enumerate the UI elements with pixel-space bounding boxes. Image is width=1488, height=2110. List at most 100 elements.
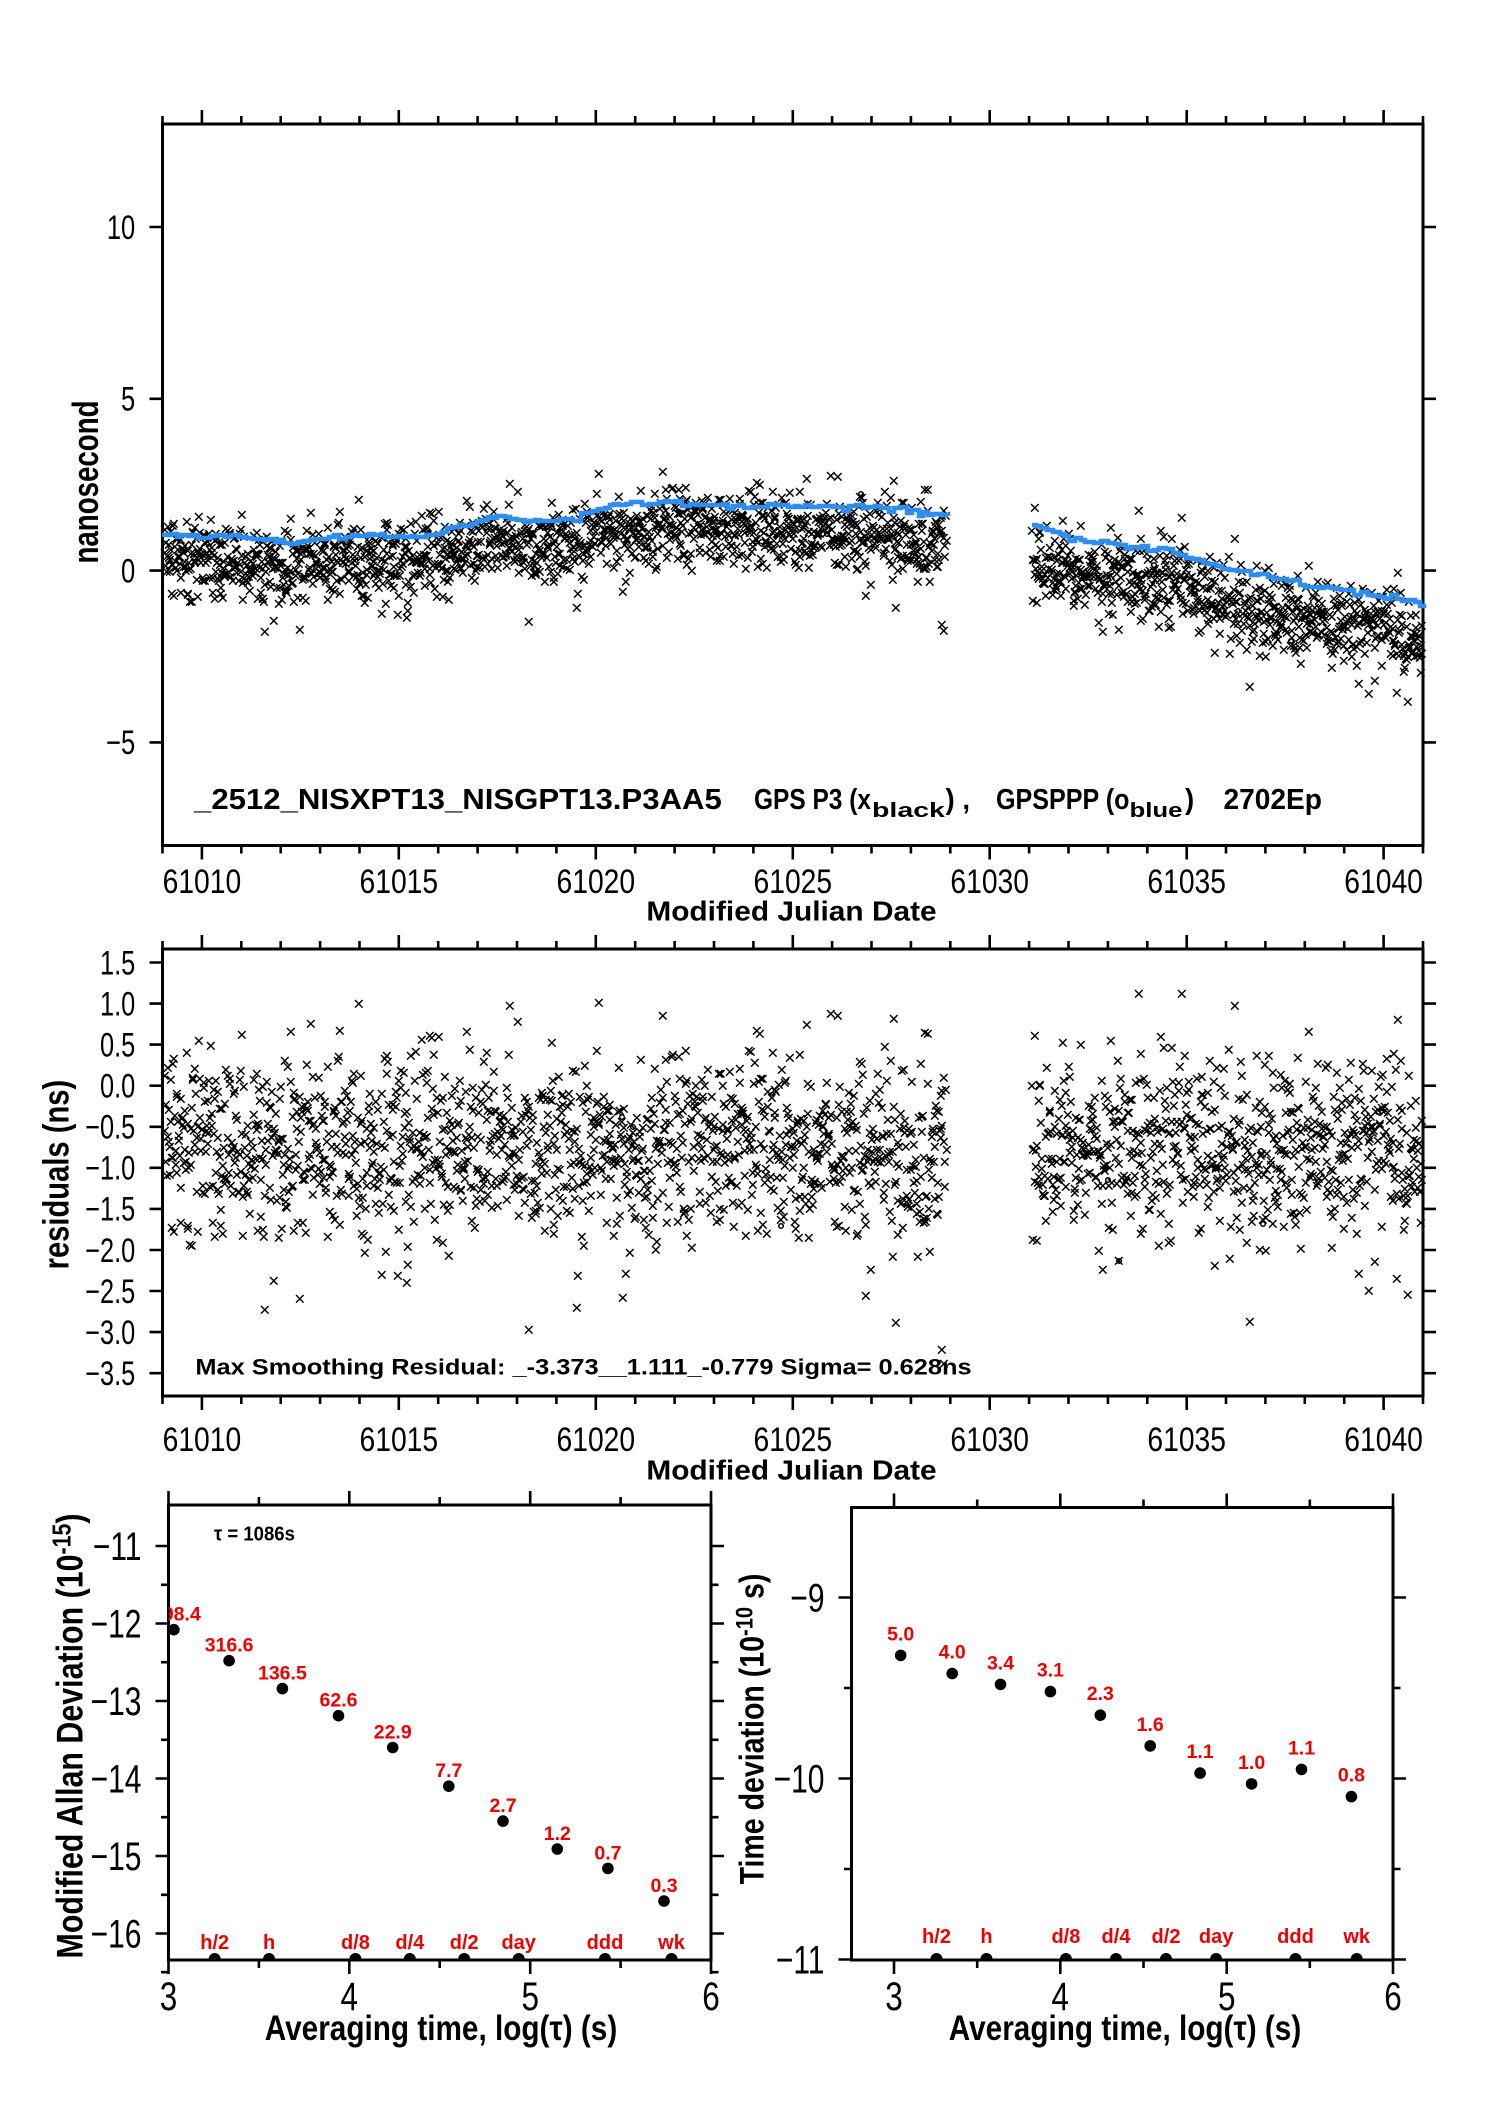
svg-text:h: h: [980, 1926, 992, 1948]
svg-text:798.4: 798.4: [152, 1604, 201, 1626]
svg-text:−9: −9: [790, 1576, 824, 1620]
svg-text:−15: −15: [91, 1835, 142, 1879]
svg-text:3: 3: [885, 1973, 903, 2019]
svg-text:1.2: 1.2: [544, 1823, 571, 1845]
svg-text:day: day: [1199, 1926, 1234, 1948]
svg-text:5.0: 5.0: [887, 1623, 914, 1645]
svg-text:61035: 61035: [1147, 863, 1226, 901]
svg-text:61020: 61020: [557, 1421, 636, 1459]
svg-text:1.0: 1.0: [1238, 1752, 1265, 1774]
svg-text:61015: 61015: [360, 1421, 439, 1459]
svg-text:−10: −10: [774, 1757, 825, 1801]
svg-text:1.1: 1.1: [1288, 1737, 1315, 1759]
svg-text:61030: 61030: [950, 863, 1029, 901]
svg-text:−3.5: −3.5: [85, 1356, 135, 1393]
svg-text:316.6: 316.6: [205, 1635, 254, 1657]
svg-text:−1.0: −1.0: [85, 1150, 135, 1187]
svg-text:2.7: 2.7: [489, 1795, 516, 1817]
svg-text:day: day: [501, 1932, 536, 1954]
svg-text:−0.5: −0.5: [85, 1109, 135, 1146]
svg-text:61040: 61040: [1344, 1421, 1423, 1459]
svg-text:Modified Julian Date: Modified Julian Date: [646, 896, 936, 927]
svg-text:black: black: [872, 800, 945, 822]
svg-text:ddd: ddd: [587, 1932, 624, 1954]
svg-text:22.9: 22.9: [374, 1722, 412, 1744]
svg-text:1.6: 1.6: [1137, 1714, 1164, 1736]
svg-text:−3.0: −3.0: [85, 1314, 135, 1351]
svg-text:0.8: 0.8: [1338, 1765, 1365, 1787]
svg-text:Modified Allan Deviation (10-1: Modified Allan Deviation (10-15): [48, 1514, 92, 1959]
svg-text:1.1: 1.1: [1187, 1741, 1214, 1763]
svg-text:−2.5: −2.5: [85, 1273, 135, 1310]
svg-text:d/4: d/4: [1102, 1926, 1132, 1948]
svg-text:4.0: 4.0: [939, 1642, 966, 1664]
svg-text:61025: 61025: [754, 863, 833, 901]
svg-text:61035: 61035: [1147, 1421, 1226, 1459]
svg-text:d/2: d/2: [1152, 1926, 1181, 1948]
svg-text:blue: blue: [1130, 799, 1183, 822]
svg-text:Averaging time, log(τ) (s): Averaging time, log(τ) (s): [265, 2009, 617, 2048]
svg-text:−16: −16: [91, 1912, 142, 1956]
svg-text:wk: wk: [1342, 1926, 1371, 1948]
svg-text:Modified Julian Date: Modified Julian Date: [646, 1455, 936, 1486]
svg-text:0.0: 0.0: [100, 1068, 135, 1105]
svg-text:wk: wk: [657, 1932, 686, 1954]
svg-text:d/2: d/2: [450, 1932, 479, 1954]
svg-text:1.5: 1.5: [100, 945, 135, 982]
svg-text:3: 3: [160, 1973, 178, 2019]
svg-text:−12: −12: [91, 1602, 142, 1646]
svg-text:d/8: d/8: [1051, 1926, 1080, 1948]
svg-text:h/2: h/2: [922, 1926, 951, 1948]
svg-text:) ,: ) ,: [946, 782, 970, 815]
svg-text:6: 6: [702, 1973, 720, 2019]
svg-text:Max Smoothing Residual: _-3.37: Max Smoothing Residual: _-3.373__1.111_-…: [195, 1355, 971, 1380]
svg-text:2.3: 2.3: [1087, 1683, 1114, 1705]
svg-text:): ): [1185, 782, 1194, 815]
svg-text:61040: 61040: [1344, 863, 1423, 901]
svg-text:−14: −14: [91, 1757, 142, 1801]
svg-text:61015: 61015: [360, 863, 439, 901]
svg-text:5: 5: [121, 381, 135, 418]
svg-text:5: 5: [521, 1973, 539, 2019]
svg-text:Time deviation (10-10 s): Time deviation (10-10 s): [731, 1574, 771, 1885]
svg-text:h: h: [263, 1932, 275, 1954]
svg-text:−13: −13: [91, 1680, 142, 1724]
svg-text:τ = 1086s: τ = 1086s: [214, 1524, 295, 1546]
svg-text:−11: −11: [93, 1525, 142, 1569]
svg-text:2702Ep: 2702Ep: [1224, 784, 1322, 816]
svg-text:d/4: d/4: [395, 1932, 425, 1954]
svg-text:−5: −5: [106, 725, 135, 762]
svg-text:GPSPPP (o: GPSPPP (o: [996, 782, 1129, 815]
svg-text:−11: −11: [776, 1938, 825, 1982]
svg-text:ddd: ddd: [1277, 1926, 1314, 1948]
svg-text:7.7: 7.7: [435, 1760, 462, 1782]
svg-text:Averaging time, log(τ) (s): Averaging time, log(τ) (s): [949, 2009, 1301, 2048]
svg-text:10: 10: [107, 209, 135, 246]
svg-text:GPS P3 (x: GPS P3 (x: [754, 783, 871, 815]
svg-text:d/8: d/8: [341, 1932, 370, 1954]
svg-text:61010: 61010: [163, 1421, 242, 1459]
svg-text:−2.0: −2.0: [85, 1232, 135, 1269]
svg-text:3.1: 3.1: [1037, 1660, 1064, 1682]
svg-text:1.0: 1.0: [100, 986, 135, 1023]
svg-text:0.3: 0.3: [650, 1875, 677, 1897]
svg-text:6: 6: [1384, 1973, 1402, 2019]
svg-text:_2512_NISXPT13_NISGPT13.P3AA5: _2512_NISXPT13_NISGPT13.P3AA5: [193, 784, 722, 816]
svg-text:61030: 61030: [950, 1421, 1029, 1459]
svg-text:3.4: 3.4: [987, 1652, 1014, 1674]
svg-text:62.6: 62.6: [320, 1690, 358, 1712]
svg-text:61010: 61010: [163, 863, 242, 901]
svg-text:4: 4: [1052, 1973, 1070, 2019]
svg-text:h/2: h/2: [200, 1932, 229, 1954]
svg-text:0.5: 0.5: [100, 1027, 135, 1064]
svg-text:61025: 61025: [754, 1421, 833, 1459]
svg-text:5: 5: [1218, 1973, 1236, 2019]
svg-text:0.7: 0.7: [594, 1842, 621, 1864]
svg-text:nanosecond: nanosecond: [65, 400, 105, 563]
svg-text:136.5: 136.5: [258, 1663, 307, 1685]
svg-text:4: 4: [341, 1973, 359, 2019]
svg-text:61020: 61020: [557, 863, 636, 901]
svg-text:residuals (ns): residuals (ns): [36, 1080, 77, 1270]
svg-text:−1.5: −1.5: [85, 1191, 135, 1228]
svg-text:0: 0: [121, 553, 135, 590]
